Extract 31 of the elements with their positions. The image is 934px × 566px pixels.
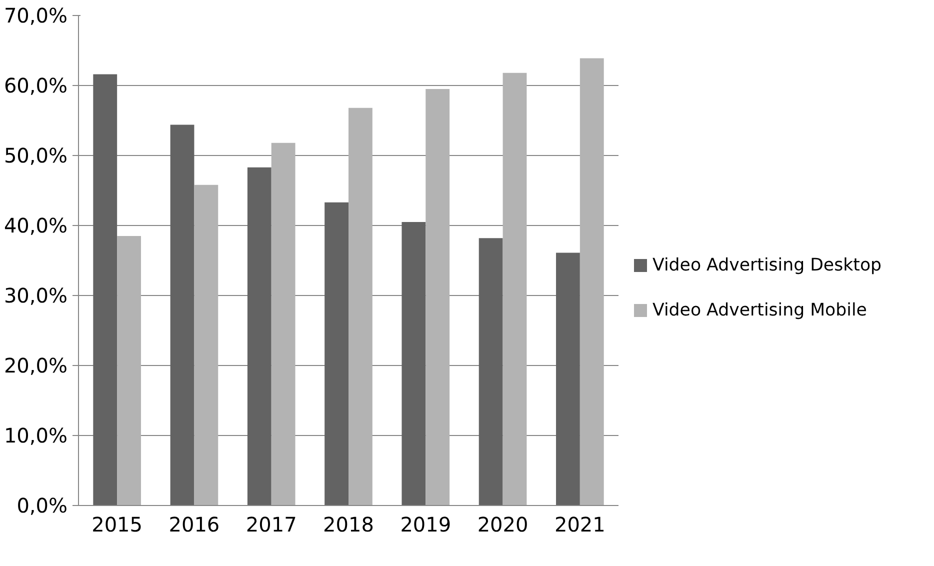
y-tick-label: 50,0% (4, 144, 68, 168)
y-tick-label: 0,0% (16, 494, 68, 518)
y-tick-label: 40,0% (4, 214, 68, 238)
x-tick-label: 2015 (92, 512, 143, 536)
x-tick-label: 2020 (477, 512, 528, 536)
bar (271, 142, 296, 506)
bar (170, 124, 194, 506)
y-tick-label: 20,0% (4, 354, 68, 378)
bar (348, 108, 372, 506)
legend-label: Video Advertising Mobile (652, 300, 867, 320)
bar (502, 72, 527, 506)
bar (426, 89, 450, 506)
bar (93, 74, 118, 506)
bar (117, 236, 141, 506)
bar (556, 252, 580, 506)
x-tick-label: 2016 (168, 512, 220, 536)
legend-label: Video Advertising Desktop (652, 256, 882, 276)
y-tick-label: 70,0% (4, 4, 68, 28)
x-tick-label: 2021 (554, 512, 606, 536)
bar (402, 222, 426, 506)
x-tick-label: 2019 (400, 512, 452, 536)
y-tick-label: 10,0% (4, 424, 68, 448)
y-tick-label: 30,0% (4, 284, 68, 308)
bar (580, 58, 604, 506)
x-tick-label: 2018 (323, 512, 374, 536)
bar (194, 184, 218, 506)
bar (247, 167, 272, 506)
bar (324, 202, 348, 506)
y-tick-label: 60,0% (4, 74, 68, 98)
x-tick-label: 2017 (246, 512, 297, 536)
bar (478, 238, 503, 506)
